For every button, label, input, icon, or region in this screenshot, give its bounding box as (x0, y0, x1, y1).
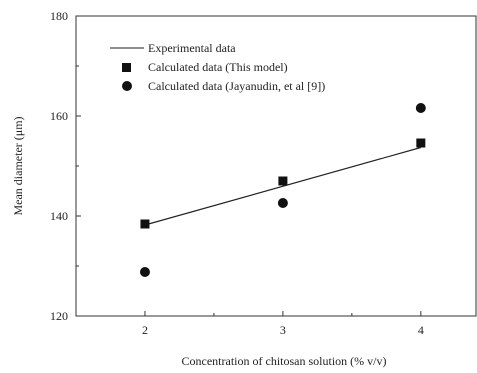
legend-label-experimental: Experimental data (148, 41, 236, 55)
x-tick-label: 3 (280, 323, 286, 337)
this-model-point (140, 219, 150, 229)
legend-label-this-model: Calculated data (This model) (148, 60, 288, 74)
this-model-point (278, 176, 288, 186)
y-tick-label: 120 (50, 309, 68, 323)
legend-circle-marker (122, 81, 132, 91)
series-group (139, 103, 426, 277)
axis-tick-labels: 120 140 160 180 2 3 4 (50, 9, 424, 337)
axis-ticks (76, 15, 422, 317)
jayanudin-point (139, 267, 150, 277)
legend: Experimental data Calculated data (This … (110, 41, 325, 93)
experimental-data-line (144, 146, 421, 226)
x-axis-label: Concentration of chitosan solution (% v/… (182, 354, 387, 368)
y-tick-label: 180 (50, 9, 68, 23)
jayanudin-point (277, 198, 288, 208)
x-tick-label: 4 (418, 323, 424, 337)
legend-square-marker (122, 63, 131, 72)
x-tick-label: 2 (142, 323, 148, 337)
y-axis-label: Mean diameter (μm) (11, 116, 25, 215)
y-tick-label: 160 (50, 109, 68, 123)
legend-label-jayanudin: Calculated data (Jayanudin, et al [9]) (148, 79, 325, 93)
this-model-point (416, 138, 426, 148)
y-tick-label: 140 (50, 209, 68, 223)
jayanudin-point (415, 103, 426, 113)
